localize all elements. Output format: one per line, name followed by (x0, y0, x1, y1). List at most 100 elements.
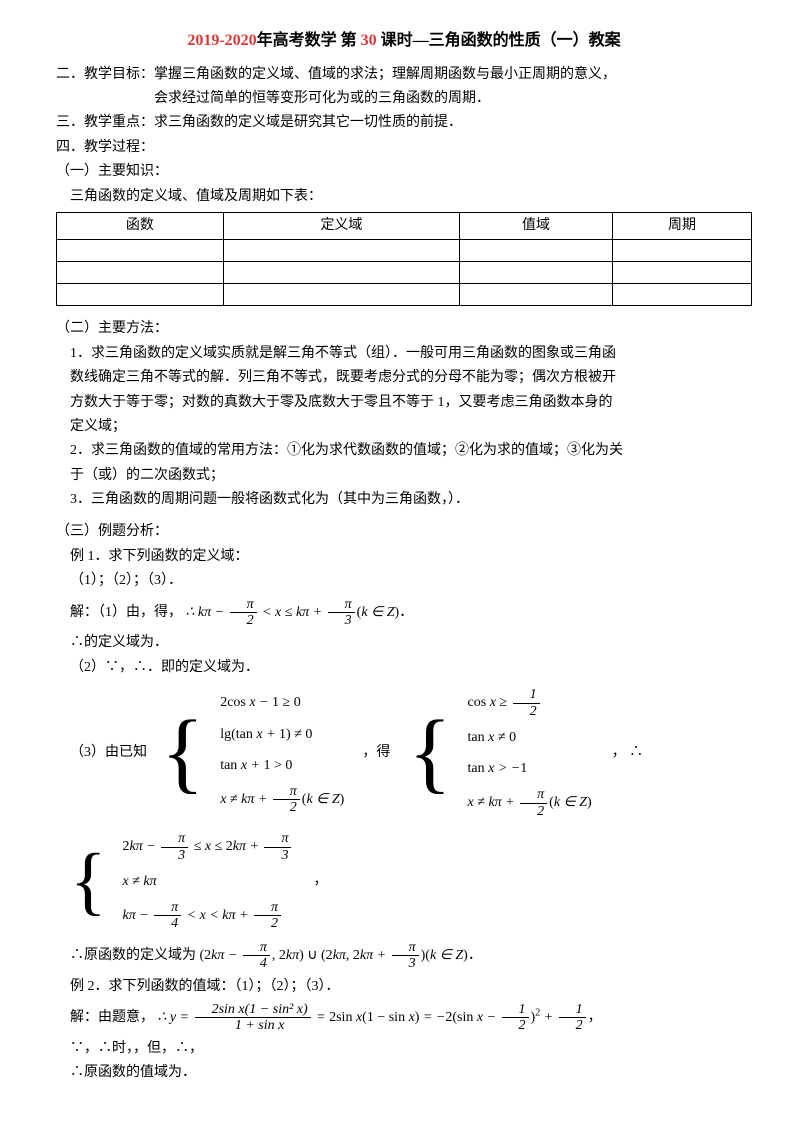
left-brace-icon: { (56, 831, 108, 932)
ex2-sol-line: 解：由题意， ∴ y = 2sin x(1 − sin² x)1 + sin x… (56, 1002, 752, 1034)
ex1-sol1b: ∴的定义域为． (56, 632, 752, 654)
frac-num: π (154, 900, 181, 916)
frac-den: 4 (243, 956, 270, 971)
left-brace-icon: { (394, 687, 453, 819)
frac-den-a: 1 + sin x (195, 1018, 311, 1033)
frac-den: 3 (392, 956, 419, 971)
th-range: 值域 (460, 212, 613, 239)
ex1-sol1-tail: ． (399, 605, 413, 620)
ex2-head: 例 2．求下列函数的值域：（1）；（2）；（3）． (56, 976, 752, 998)
brace3-r1: 2kπ − π3 ≤ x ≤ 2kπ + π3 (108, 831, 293, 863)
table-row (57, 284, 752, 306)
frac-num: π (254, 900, 281, 916)
ex2-l3: ∴原函数的值域为． (56, 1062, 752, 1084)
ex1-final-post: ． (468, 948, 482, 963)
brace-group-1: { 2cos x − 1 ≥ 0 lg(tan x + 1) ≠ 0 tan x… (147, 690, 344, 815)
sec3: 三．教学重点：求三角函数的定义域是研究其它一切性质的前提． (56, 112, 752, 134)
ex1-sol1-pre: 解：（1）由，得， (70, 605, 182, 620)
frac-den: 2 (513, 704, 540, 719)
frac-den: 2 (520, 804, 547, 819)
table-row (57, 240, 752, 262)
brace2-r1: cos x ≥ 12 (454, 687, 592, 719)
frac-num: π (243, 940, 270, 956)
frac-den: 2 (502, 1018, 529, 1033)
sec2-head: 二．教学目标： (56, 67, 154, 82)
frac-den: 3 (264, 848, 291, 863)
brace2-r2: tan x ≠ 0 (454, 725, 592, 750)
sec2-l1: 掌握三角函数的定义域、值域的求法；理解周期函数与最小正周期的意义， (154, 67, 616, 82)
title-year: 2019-2020 (187, 32, 256, 49)
brace-group-2: { cos x ≥ 12 tan x ≠ 0 tan x > −1 x ≠ kπ… (394, 687, 591, 819)
th-func: 函数 (57, 212, 224, 239)
frac-num: 1 (559, 1002, 586, 1018)
title-num: 30 (361, 32, 377, 49)
sec4: 四．教学过程： (56, 137, 752, 159)
frac-num: 1 (513, 687, 540, 703)
frac-den: 3 (328, 613, 355, 628)
sub1-head: （一）主要知识： (56, 161, 752, 183)
frac-den: 2 (559, 1018, 586, 1033)
table-header-row: 函数 定义域 值域 周期 (57, 212, 752, 239)
frac-den: 2 (273, 800, 300, 815)
ex1-list: （1）；（2）；（3）． (56, 570, 752, 592)
frac-num: π (230, 597, 257, 613)
frac-den: 2 (230, 613, 257, 628)
brace3-r2: x ≠ kπ (108, 869, 293, 894)
doc-title: 2019-2020年高考数学 第 30 课时—三角函数的性质（一）教案 (56, 28, 752, 54)
sec2-l2: 会求经过简单的恒等变形可化为或的三角函数的周期． (154, 91, 490, 106)
frac-num: 1 (502, 1002, 529, 1018)
brace2-r4: x ≠ kπ + π2(k ∈ Z) (454, 787, 592, 819)
brace2-content: cos x ≥ 12 tan x ≠ 0 tan x > −1 x ≠ kπ +… (454, 687, 592, 819)
th-domain: 定义域 (223, 212, 459, 239)
sub2-1c: 方数大于等于零；对数的真数大于零及底数大于零且不等于 1，又要考虑三角函数本身的 (56, 392, 752, 414)
frac-num: π (161, 831, 188, 847)
sub1-text: 三角函数的定义域、值域及周期如下表： (56, 186, 752, 208)
ex1-final-pre: ∴原函数的定义域为 (70, 948, 196, 963)
sub2-head: （二）主要方法： (56, 318, 752, 340)
ex1-sol3-mid: ，得 (348, 742, 390, 764)
frac-den: 2 (254, 916, 281, 931)
sec2-line2: 会求经过简单的恒等变形可化为或的三角函数的周期． (56, 88, 752, 110)
brace3-content: 2kπ − π3 ≤ x ≤ 2kπ + π3 x ≠ kπ kπ − π4 <… (108, 831, 293, 932)
brace3-r3: kπ − π4 < x < kπ + π2 (108, 900, 293, 932)
trig-table: 函数 定义域 值域 周期 (56, 212, 752, 306)
brace-group-3: { 2kπ − π3 ≤ x ≤ 2kπ + π3 x ≠ kπ kπ − π4… (56, 831, 293, 932)
frac-num: π (520, 787, 547, 803)
brace2-r3: tan x > −1 (454, 756, 592, 781)
ex1-sol2: （2）∵，∴．即的定义域为． (56, 657, 752, 679)
ex1-head: 例 1．求下列函数的定义域： (56, 546, 752, 568)
sub2-1b: 数线确定三角不等式的解．列三角不等式，既要考虑分式的分母不能为零；偶次方根被开 (56, 367, 752, 389)
frac-num-a: 2sin x(1 − sin² x) (195, 1002, 311, 1018)
left-brace-icon: { (147, 690, 206, 815)
ex1-sol3-post: ， ∴ (598, 742, 644, 764)
ex2-sol-pre: 解：由题意， (70, 1010, 154, 1025)
sub3-head: （三）例题分析： (56, 521, 752, 543)
ex2-comma: ， (588, 1010, 602, 1025)
sub2-2b: 于（或）的二次函数式； (56, 465, 752, 487)
title-mid2: 课时—三角函数的性质（一）教案 (381, 32, 621, 49)
brace1-r4: x ≠ kπ + π2(k ∈ Z) (206, 784, 344, 816)
th-period: 周期 (612, 212, 751, 239)
frac-den: 4 (154, 916, 181, 931)
frac-den: 3 (161, 848, 188, 863)
table-row (57, 262, 752, 284)
brace1-r3: tan x + 1 > 0 (206, 753, 344, 778)
sec2-line1: 二．教学目标：掌握三角函数的定义域、值域的求法；理解周期函数与最小正周期的意义， (56, 64, 752, 86)
frac-num: π (392, 940, 419, 956)
brace1-r1: 2cos x − 1 ≥ 0 (206, 690, 344, 715)
ex2-l2: ∵，∴时，，但，∴， (56, 1038, 752, 1060)
frac-num: π (273, 784, 300, 800)
ex1-sol3-line: （3）由已知 { 2cos x − 1 ≥ 0 lg(tan x + 1) ≠ … (56, 683, 752, 823)
sub2-3: 3．三角函数的周期问题一般将函数式化为（其中为三角函数，）． (56, 489, 752, 511)
sub2-2a: 2．求三角函数的值域的常用方法：①化为求代数函数的值域；②化为求的值域；③化为关 (56, 440, 752, 462)
page-container: 2019-2020年高考数学 第 30 课时—三角函数的性质（一）教案 二．教学… (0, 0, 800, 1132)
brace1-r2: lg(tan x + 1) ≠ 0 (206, 722, 344, 747)
sub2-1a: 1．求三角函数的定义域实质就是解三角不等式（组）．一般可用三角函数的图象或三角函 (56, 343, 752, 365)
brace1-content: 2cos x − 1 ≥ 0 lg(tan x + 1) ≠ 0 tan x +… (206, 690, 344, 815)
sub2-1d: 定义域； (56, 416, 752, 438)
ex1-sol1: 解：（1）由，得， ∴ kπ − π2 < x ≤ kπ + π3(k ∈ Z)… (56, 597, 752, 629)
brace3-tail: ， (299, 870, 327, 892)
ex1-sol3-pre: （3）由已知 (56, 742, 147, 764)
frac-num: π (264, 831, 291, 847)
title-mid1: 年高考数学 第 (257, 32, 357, 49)
